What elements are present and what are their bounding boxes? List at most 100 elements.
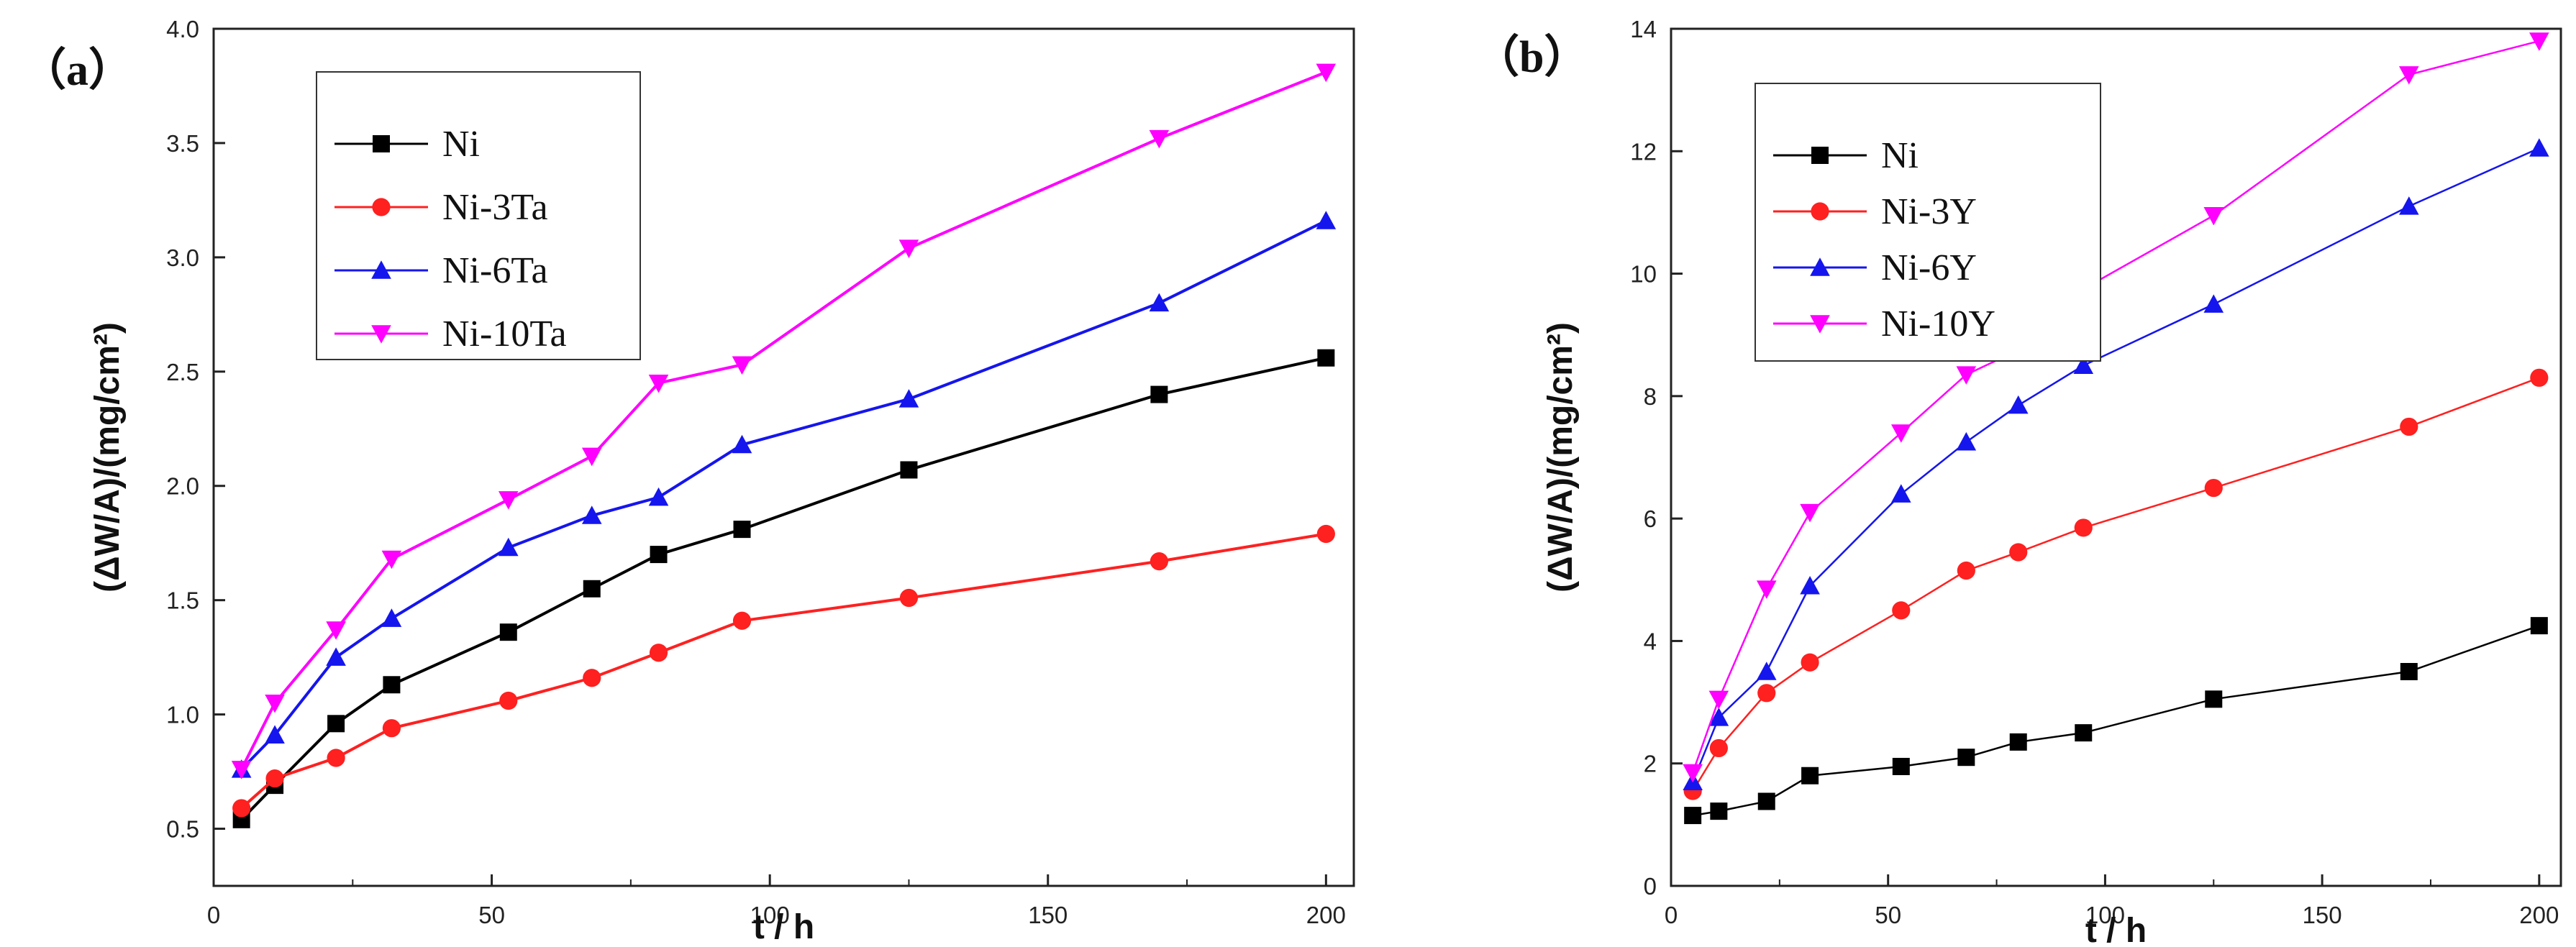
x-tick-label: 100 (2085, 902, 2125, 928)
data-point-ni (1317, 349, 1335, 367)
data-point-ni-3y (2204, 478, 2223, 498)
data-point-ni-6y (2008, 395, 2029, 414)
data-point-ni-10ta (581, 447, 602, 467)
data-point-ni-6ta (581, 505, 602, 524)
data-point-ni-6ta (326, 647, 346, 666)
data-point-ni (499, 623, 517, 641)
data-point-ni-3ta (232, 799, 251, 818)
y-tick-label: 14 (1630, 16, 1657, 42)
legend-label: Ni-3Y (1881, 191, 1977, 232)
data-point-ni (2205, 690, 2223, 708)
data-point-ni-6y (2399, 196, 2419, 215)
data-point-ni (733, 521, 751, 539)
x-tick-label: 0 (1665, 902, 1678, 928)
data-point-ni-10ta (265, 694, 285, 713)
data-point-ni-6y (1800, 576, 1820, 595)
data-point-ni-3ta (899, 588, 919, 608)
data-point-ni-6y (1756, 662, 1777, 680)
legend-label: Ni-10Y (1881, 303, 1995, 344)
chart-panel-a: （a） 0 50 100 150 200 0.5 1.0 1.5 2.0 2.5 3.0 3.5 4.0 t… (22, 16, 1355, 946)
data-point-ni-10y (1891, 424, 1911, 443)
data-point-ni-6ta (498, 537, 519, 557)
data-point-ni-6ta (381, 608, 402, 627)
data-point-ni (1710, 802, 1728, 820)
data-point-ni-3ta (1150, 552, 1168, 571)
legend-box (1754, 83, 2101, 362)
data-point-ni-6ta (1316, 211, 1337, 229)
x-tick-label: 50 (1875, 902, 1901, 928)
data-point-ni (650, 546, 668, 564)
data-point-ni-3ta (649, 644, 668, 662)
y-tick-label: 3.5 (166, 130, 199, 157)
data-point-ni-10ta (732, 356, 752, 375)
data-point-ni-3ta (327, 749, 345, 767)
data-point-ni (1684, 807, 1702, 825)
data-point-ni-3y (1757, 684, 1776, 703)
series-ni-3ta (232, 524, 1335, 818)
y-tick-label: 10 (1630, 261, 1657, 288)
data-point-ni-10y (1800, 503, 1820, 523)
data-point-ni-3ta (265, 769, 284, 788)
legend-swatch-marker (371, 260, 391, 279)
legend: Ni Ni-3Y Ni-6Y Ni-10Y (1754, 83, 2101, 362)
data-point-ni (583, 580, 601, 598)
data-point-ni-10ta (898, 239, 919, 258)
y-tick-label: 2.0 (166, 473, 199, 500)
series-ni-6y (1683, 138, 2549, 790)
legend-label: Ni-6Ta (442, 250, 548, 291)
data-point-ni-10ta (1316, 63, 1337, 83)
data-point-ni-10y (2203, 206, 2224, 226)
data-point-ni-10ta (231, 761, 252, 779)
series-ni-3y (1683, 368, 2549, 800)
data-point-ni-6y (2529, 138, 2549, 157)
data-point-ni-3y (1709, 738, 1728, 758)
x-tick-label: 50 (478, 902, 505, 928)
legend-label: Ni (442, 124, 480, 165)
data-point-ni (2009, 733, 2027, 751)
data-point-ni-3ta (499, 691, 518, 710)
panel-label: （a） (22, 45, 133, 95)
data-point-ni-6ta (1149, 293, 1170, 312)
data-point-ni (2400, 663, 2418, 680)
x-tick-label: 0 (207, 902, 220, 928)
data-point-ni-10ta (498, 491, 519, 510)
data-point-ni-6ta (648, 487, 669, 506)
data-point-ni-6y (2073, 355, 2094, 375)
data-point-ni-10ta (1149, 129, 1170, 149)
legend-label: Ni (1881, 135, 1919, 176)
legend-swatch-marker (1810, 257, 1830, 276)
data-point-ni-6y (1956, 431, 1977, 451)
x-axis-title: t / h (753, 908, 814, 946)
x-tick-label: 150 (1028, 902, 1068, 928)
series-line-ni (240, 356, 1326, 821)
data-point-ni (1801, 767, 1819, 784)
data-point-ni-3y (2009, 543, 2028, 562)
data-point-ni-10ta (648, 374, 669, 393)
data-point-ni (1757, 792, 1775, 810)
series-line-ni (1692, 624, 2540, 817)
x-tick-label: 100 (750, 902, 790, 928)
x-tick-label: 200 (1306, 902, 1346, 928)
y-tick-label: 1.5 (166, 587, 199, 614)
series-line-ni-3y (1692, 377, 2540, 792)
y-tick-label: 0 (1644, 873, 1657, 900)
data-point-ni-10y (1683, 764, 1703, 783)
y-tick-label: 0.5 (166, 816, 199, 843)
data-point-ni (1150, 385, 1168, 403)
data-point-ni-10ta (381, 550, 402, 569)
data-point-ni (900, 461, 918, 479)
y-tick-label: 4.0 (166, 16, 199, 42)
legend-box (316, 71, 641, 360)
legend-swatch-marker (1811, 202, 1829, 221)
data-point-ni-6y (1708, 708, 1729, 726)
data-point-ni-3ta (382, 719, 401, 738)
series-ni-6ta (231, 211, 1337, 778)
data-point-ni (1957, 749, 1975, 767)
plot-frame (212, 27, 1355, 887)
data-point-ni-3y (2400, 417, 2418, 436)
legend-swatch-marker (373, 135, 390, 152)
data-point-ni-10y (1708, 690, 1729, 710)
chart-panel-b: （b） 0 50 100 150 200 0 2 4 6 8 10 12 14 t / h (ΔW/A)/(m… (1475, 16, 2562, 947)
data-point-ni-3y (1892, 601, 1911, 620)
